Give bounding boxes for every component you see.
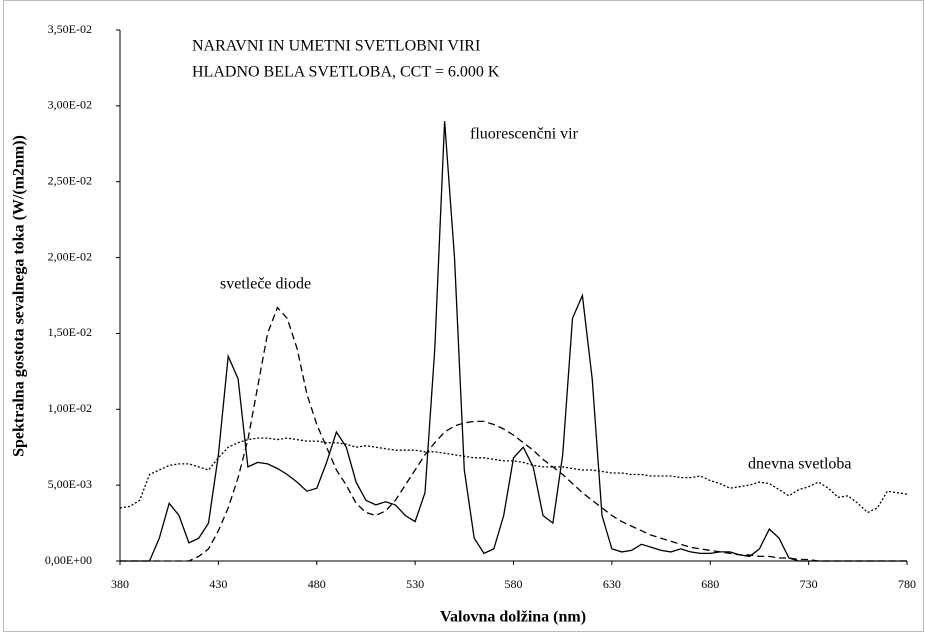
y-tick-label: 1,50E-02 <box>48 325 92 339</box>
x-tick-label: 730 <box>800 577 818 591</box>
series-label: svetleče diode <box>220 276 311 293</box>
chart-title: NARAVNI IN UMETNI SVETLOBNI VIRI <box>192 38 480 55</box>
y-tick-label: 2,00E-02 <box>48 249 92 263</box>
series-line <box>119 437 908 514</box>
x-tick-label: 580 <box>505 577 523 591</box>
series-label: dnevna svetloba <box>748 456 852 473</box>
x-tick-label: 480 <box>308 577 326 591</box>
series-line <box>120 306 907 562</box>
x-tick-label: 630 <box>603 577 621 591</box>
y-axis-title: Spektralna gostota sevalnega toka (W/(m2… <box>11 135 28 457</box>
x-axis-title: Valovna dolžina (nm) <box>440 609 586 626</box>
series-line <box>120 120 907 562</box>
y-tick-label: 3,50E-02 <box>48 22 92 36</box>
y-tick-label: 0,00E+00 <box>45 553 92 567</box>
x-tick-label: 430 <box>209 577 227 591</box>
y-tick-label: 3,00E-02 <box>48 98 92 112</box>
x-tick-label: 530 <box>406 577 424 591</box>
chart-title: HLADNO BELA SVETLOBA, CCT = 6.000 K <box>192 64 500 81</box>
x-tick-label: 680 <box>701 577 719 591</box>
series-label: fluorescenčni vir <box>470 126 579 143</box>
x-tick-label: 780 <box>898 577 916 591</box>
chart-border <box>3 0 924 632</box>
y-tick-label: 2,50E-02 <box>48 173 92 187</box>
x-tick-label: 380 <box>111 577 129 591</box>
y-tick-label: 1,00E-02 <box>48 401 92 415</box>
y-tick-label: 5,00E-03 <box>48 477 92 491</box>
